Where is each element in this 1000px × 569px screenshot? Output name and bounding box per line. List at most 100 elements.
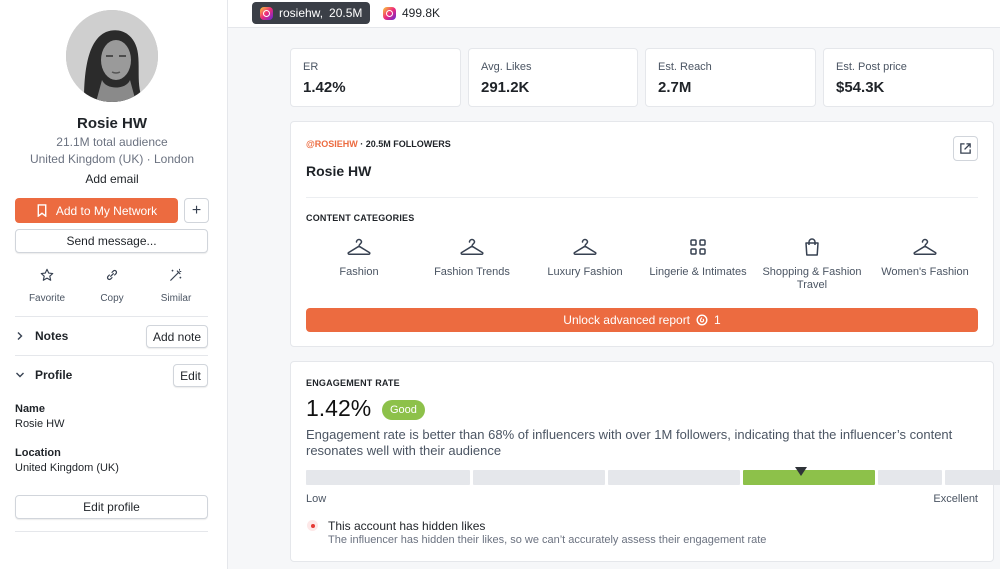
scale-segment — [878, 470, 942, 485]
total-audience: 21.1M total audience — [56, 135, 168, 149]
scale-low-label: Low — [306, 493, 327, 505]
location-field-label: Location — [15, 447, 61, 459]
category-label: Women's Fashion — [881, 266, 969, 278]
copy-label: Copy — [100, 293, 124, 304]
profile-location: United Kingdom (UK) · London — [29, 152, 195, 166]
engagement-title: ENGAGEMENT RATE — [306, 378, 400, 388]
kpi-value: 291.2K — [481, 79, 530, 96]
kpi-value: 2.7M — [658, 79, 692, 96]
chevron-down-icon — [16, 372, 24, 378]
add-to-network-label: Add to My Network — [55, 203, 158, 218]
unlock-label: Unlock advanced report — [563, 313, 691, 327]
notes-label: Notes — [35, 329, 69, 343]
hidden-likes-description: The influencer has hidden their likes, s… — [328, 534, 767, 546]
chevron-right-icon — [17, 332, 23, 340]
edit-profile-button[interactable]: Edit profile — [15, 495, 208, 519]
category-label: Lingerie & Intimates — [649, 266, 747, 278]
tab-rosiehw[interactable]: rosiehw, 20.5M — [252, 2, 371, 24]
category-fashion-trends: Fashion Trends — [416, 236, 528, 279]
tab-count: 20.5M — [329, 6, 363, 20]
profile-label: Profile — [35, 368, 73, 382]
engagement-card — [290, 361, 994, 562]
shopping-bag-icon — [805, 238, 819, 256]
instagram-icon — [260, 6, 273, 20]
tab-label: rosiehw, — [279, 6, 324, 20]
kpi-card-avg-likes: Avg. Likes 291.2K — [468, 48, 638, 107]
notes-toggle[interactable]: Notes — [15, 329, 68, 343]
engagement-description: Engagement rate is better than 68% of in… — [306, 427, 953, 458]
scale-marker — [795, 467, 807, 476]
tab-label: 499.8K — [402, 6, 441, 20]
account-header: @ROSIEHW · 20.5M FOLLOWERS — [306, 139, 451, 149]
hanger-icon — [460, 238, 484, 255]
divider — [306, 197, 978, 198]
copy-action[interactable]: Copy — [80, 265, 144, 304]
content-categories-title: CONTENT CATEGORIES — [306, 213, 415, 223]
bookmark-icon — [37, 204, 47, 217]
name-field-label: Name — [15, 403, 45, 415]
add-email-link[interactable]: Add email — [85, 172, 139, 186]
alert-icon — [307, 520, 318, 531]
add-to-network-button[interactable]: Add to My Network — [15, 198, 178, 223]
magic-wand-icon — [170, 268, 182, 281]
edit-button[interactable]: Edit — [173, 364, 208, 387]
account-name: Rosie HW — [306, 163, 372, 179]
scale-segment — [608, 470, 740, 485]
instagram-icon — [383, 6, 396, 20]
unlock-advanced-report-button[interactable]: Unlock advanced report 1 — [306, 308, 978, 332]
kpi-label: Est. Reach — [658, 61, 712, 73]
scale-segment — [473, 470, 605, 485]
hanger-icon — [913, 238, 937, 255]
send-message-button[interactable]: Send message... — [15, 229, 208, 253]
profile-name: Rosie HW — [76, 115, 147, 132]
add-note-button[interactable]: Add note — [146, 325, 208, 348]
divider — [15, 531, 208, 532]
tab-secondary-account[interactable]: 499.8K — [383, 2, 440, 24]
scale-segment — [945, 470, 1000, 485]
divider — [15, 316, 208, 317]
category-fashion: Fashion — [303, 236, 415, 279]
link-icon — [106, 269, 118, 281]
category-luxury-fashion: Luxury Fashion — [529, 236, 641, 279]
kpi-card-er: ER 1.42% — [290, 48, 461, 107]
rating-badge: Good — [382, 400, 425, 420]
followers-count: · 20.5M FOLLOWERS — [360, 139, 451, 149]
unlock-cost: 1 — [714, 313, 721, 327]
category-label: Fashion Trends — [434, 266, 510, 278]
grid-icon — [690, 239, 706, 255]
scale-segment — [743, 470, 875, 485]
category-lingerie-intimates: Lingerie & Intimates — [642, 236, 754, 279]
credit-icon — [696, 314, 708, 326]
similar-action[interactable]: Similar — [144, 265, 208, 304]
location-field-value: United Kingdom (UK) — [15, 462, 119, 474]
scale-segment — [306, 470, 470, 485]
engagement-value: 1.42% — [306, 395, 372, 421]
kpi-label: Est. Post price — [836, 61, 907, 73]
profile-toggle[interactable]: Profile — [15, 368, 72, 382]
category-womens-fashion: Women's Fashion — [869, 236, 981, 279]
profile-sidebar: Rosie HW 21.1M total audience United Kin… — [0, 0, 228, 569]
avatar — [66, 10, 158, 102]
add-more-button[interactable]: + — [184, 198, 209, 223]
kpi-card-est-post-price: Est. Post price $54.3K — [823, 48, 994, 107]
open-external-button[interactable] — [953, 136, 978, 161]
category-shopping-fashion-travel: Shopping & Fashion Travel — [756, 236, 868, 292]
scale-high-label: Excellent — [933, 493, 978, 505]
hidden-likes-title: This account has hidden likes — [328, 519, 486, 533]
kpi-value: $54.3K — [836, 79, 885, 96]
favorite-label: Favorite — [28, 293, 66, 304]
name-field-value: Rosie HW — [15, 418, 65, 430]
category-label: Shopping & Fashion Travel — [762, 266, 862, 291]
favorite-action[interactable]: Favorite — [15, 265, 79, 304]
kpi-label: ER — [303, 61, 319, 73]
similar-label: Similar — [160, 293, 192, 304]
kpi-value: 1.42% — [303, 79, 346, 96]
account-tabs: rosiehw, 20.5M 499.8K — [228, 0, 1000, 28]
divider — [15, 355, 208, 356]
hanger-icon — [347, 238, 371, 255]
external-link-icon — [960, 143, 971, 154]
category-label: Fashion — [339, 266, 379, 278]
hanger-icon — [573, 238, 597, 255]
handle: @ROSIEHW — [306, 139, 358, 149]
kpi-card-est-reach: Est. Reach 2.7M — [645, 48, 816, 107]
